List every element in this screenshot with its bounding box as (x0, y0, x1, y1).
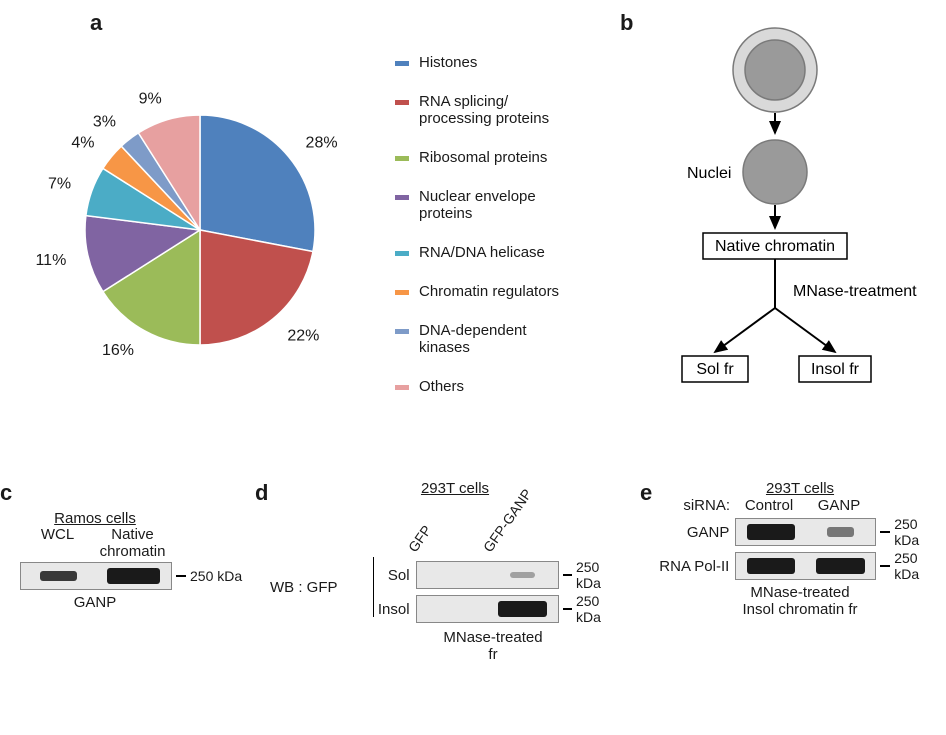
legend-item: RNA splicing/ processing proteins (395, 93, 559, 127)
western-blot-band (416, 561, 559, 589)
pie-legend: Histones RNA splicing/ processing protein… (395, 54, 559, 417)
panel-d-footer: MNase-treated fr (418, 629, 568, 663)
legend-label: Chromatin regulators (419, 283, 559, 300)
panel-a: a 28%22%16%11%7%4%3%9% HistonesRNA splic… (0, 0, 620, 420)
row-label: RNA Pol-II (640, 558, 735, 575)
pie-pct-label: 4% (71, 135, 94, 152)
legend-swatch (395, 156, 409, 161)
lane-label: GANP (804, 497, 874, 514)
legend-item: DNA-dependent kinases (395, 322, 559, 356)
legend-item: Histones (395, 54, 559, 71)
lane (487, 562, 558, 588)
pie-pct-label: 3% (93, 114, 116, 131)
lane (21, 563, 96, 589)
pie-chart: 28% 22% 16% 11% 7% 4% 3% 9% (0, 20, 400, 420)
legend-item: Chromatin regulators (395, 283, 559, 300)
legend-label: DNA-dependent kinases (419, 322, 527, 356)
lane (417, 562, 488, 588)
pie-pct-label: 11% (35, 252, 66, 269)
lane-label: WCL (20, 527, 95, 560)
marker-tick (880, 565, 890, 567)
blot-label: GANP (20, 594, 170, 611)
nuclei-label: Nuclei (687, 165, 731, 182)
marker-tick (563, 574, 572, 576)
legend-swatch (395, 290, 409, 295)
lane (736, 553, 805, 579)
native-chromatin-text: Native chromatin (715, 238, 835, 255)
panel-c-label: c (0, 480, 12, 506)
row-label: GANP (640, 524, 735, 541)
lane (417, 596, 488, 622)
panel-d-label: d (255, 480, 268, 506)
panel-d: d 293T cells GFP GFP-GANP WB : GFP Sol 250 kD… (255, 480, 625, 720)
flowchart: Nuclei Native chromatin MNase-treatment Sol… (620, 0, 946, 420)
pie-slice (200, 115, 315, 252)
legend-swatch (395, 61, 409, 66)
flow-branch (775, 308, 835, 352)
lane-label: GFP (404, 522, 434, 555)
lane (806, 553, 875, 579)
marker-tick (563, 608, 572, 610)
panel-c-title: Ramos cells (20, 510, 170, 527)
lane-label: GFP-GANP (479, 486, 534, 555)
panel-d-title: 293T cells (380, 480, 530, 497)
legend-label: Histones (419, 54, 477, 71)
row-label: Insol (374, 601, 416, 618)
pie-pct-label: 22% (287, 328, 319, 345)
insol-text: Insol fr (811, 361, 860, 378)
marker-tick (176, 575, 186, 577)
pie-pct-label: 9% (139, 90, 162, 107)
legend-swatch (395, 329, 409, 334)
lane-label: Native chromatin (95, 527, 170, 560)
legend-label: Nuclear envelope proteins (419, 188, 536, 222)
marker-label: 250 kDa (894, 516, 946, 548)
marker-label: 250 kDa (576, 559, 625, 591)
row-label: Sol (374, 567, 416, 584)
wb-label: WB : GFP (270, 579, 344, 596)
sol-text: Sol fr (696, 361, 734, 378)
legend-item: Ribosomal proteins (395, 149, 559, 166)
panel-e: e 293T cellssiRNA:ControlGANPGANP250 kDa… (640, 480, 946, 720)
western-blot-band (735, 518, 876, 546)
panel-e-footer: MNase-treated Insol chromatin fr (730, 584, 870, 618)
sirna-label: siRNA: (640, 497, 734, 514)
western-blot-band (735, 552, 876, 580)
panel-b: b NucleiNative chromatinMNase-treatmentS… (620, 0, 946, 420)
cell-nucleus (745, 40, 805, 100)
legend-item: Others (395, 378, 559, 395)
legend-item: RNA/DNA helicase (395, 244, 559, 261)
legend-swatch (395, 251, 409, 256)
panel-e-title: 293T cells (730, 480, 870, 497)
nuclei-circle (743, 140, 807, 204)
legend-label: Ribosomal proteins (419, 149, 547, 166)
pie-pct-label: 16% (102, 342, 134, 359)
western-blot-band (20, 562, 172, 590)
lane (96, 563, 171, 589)
pie-pct-label: 28% (306, 135, 338, 152)
lane (736, 519, 805, 545)
pie-pct-label: 7% (48, 176, 71, 193)
legend-swatch (395, 100, 409, 105)
marker-label: 250 kDa (190, 568, 242, 584)
legend-swatch (395, 195, 409, 200)
flow-branch (715, 308, 775, 352)
marker-label: 250 kDa (894, 550, 946, 582)
treatment-label: MNase-treatment (793, 283, 917, 300)
legend-label: RNA/DNA helicase (419, 244, 545, 261)
legend-item: Nuclear envelope proteins (395, 188, 559, 222)
marker-label: 250 kDa (576, 593, 625, 625)
legend-label: RNA splicing/ processing proteins (419, 93, 549, 127)
lane-label: Control (734, 497, 804, 514)
legend-swatch (395, 385, 409, 390)
panel-c: c Ramos cellsWCLNative chromatin 250 kDa G… (0, 480, 260, 720)
western-blot-band (416, 595, 559, 623)
marker-tick (880, 531, 890, 533)
lane (487, 596, 558, 622)
lane (806, 519, 875, 545)
legend-label: Others (419, 378, 464, 395)
